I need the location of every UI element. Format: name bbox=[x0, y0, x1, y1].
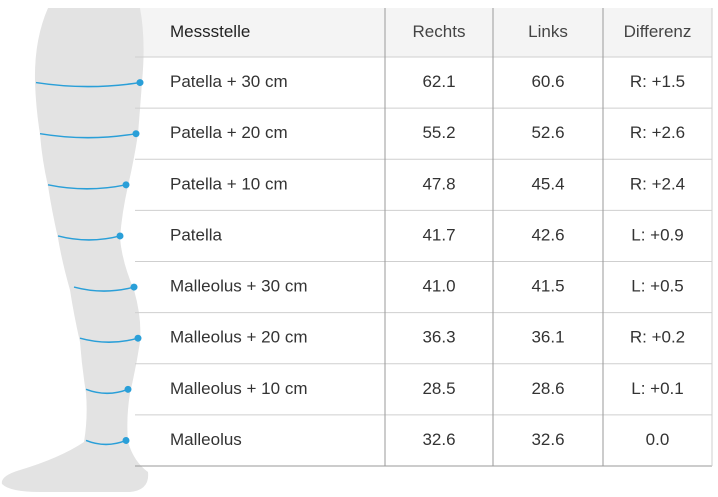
cell-value: 28.5 bbox=[422, 379, 455, 398]
measure-dot bbox=[133, 130, 140, 137]
cell-value: 47.8 bbox=[422, 174, 455, 193]
row-label: Malleolus + 20 cm bbox=[170, 328, 307, 347]
cell-value: 41.7 bbox=[422, 225, 455, 244]
cell-value: 41.0 bbox=[422, 277, 455, 296]
measure-dot bbox=[117, 232, 124, 239]
measure-dot bbox=[135, 335, 142, 342]
measure-dot bbox=[125, 386, 132, 393]
table: Messstelle Rechts Links Differenz Patella + … bbox=[135, 8, 712, 466]
cell-value: 32.6 bbox=[531, 430, 564, 449]
cell-value: 62.1 bbox=[422, 72, 455, 91]
cell-value: L: +0.5 bbox=[631, 277, 683, 296]
row-label: Malleolus bbox=[170, 430, 242, 449]
cell-value: 52.6 bbox=[531, 123, 564, 142]
measure-dot bbox=[131, 284, 138, 291]
column-header: Rechts bbox=[413, 22, 466, 41]
cell-value: R: +1.5 bbox=[630, 72, 685, 91]
column-header: Messstelle bbox=[170, 22, 250, 41]
cell-value: 45.4 bbox=[531, 174, 564, 193]
cell-value: 0.0 bbox=[646, 430, 670, 449]
cell-value: 42.6 bbox=[531, 225, 564, 244]
row-label: Patella + 20 cm bbox=[170, 123, 288, 142]
cell-value: R: +0.2 bbox=[630, 328, 685, 347]
column-header: Links bbox=[528, 22, 568, 41]
cell-value: 28.6 bbox=[531, 379, 564, 398]
cell-value: R: +2.6 bbox=[630, 123, 685, 142]
row-label: Malleolus + 10 cm bbox=[170, 379, 307, 398]
cell-value: L: +0.9 bbox=[631, 225, 683, 244]
row-label: Patella + 10 cm bbox=[170, 174, 288, 193]
cell-value: L: +0.1 bbox=[631, 379, 683, 398]
cell-value: 55.2 bbox=[422, 123, 455, 142]
column-header: Differenz bbox=[624, 22, 692, 41]
cell-value: 41.5 bbox=[531, 277, 564, 296]
row-label: Patella + 30 cm bbox=[170, 72, 288, 91]
cell-value: 60.6 bbox=[531, 72, 564, 91]
row-label: Patella bbox=[170, 225, 223, 244]
row-label: Malleolus + 30 cm bbox=[170, 277, 307, 296]
cell-value: 36.3 bbox=[422, 328, 455, 347]
cell-value: 36.1 bbox=[531, 328, 564, 347]
measure-dot bbox=[123, 181, 130, 188]
cell-value: R: +2.4 bbox=[630, 174, 685, 193]
measure-dot bbox=[137, 79, 144, 86]
measure-dot bbox=[123, 437, 130, 444]
leg-illustration bbox=[2, 8, 148, 492]
cell-value: 32.6 bbox=[422, 430, 455, 449]
page: Messstelle Rechts Links Differenz Patella + … bbox=[0, 0, 718, 497]
